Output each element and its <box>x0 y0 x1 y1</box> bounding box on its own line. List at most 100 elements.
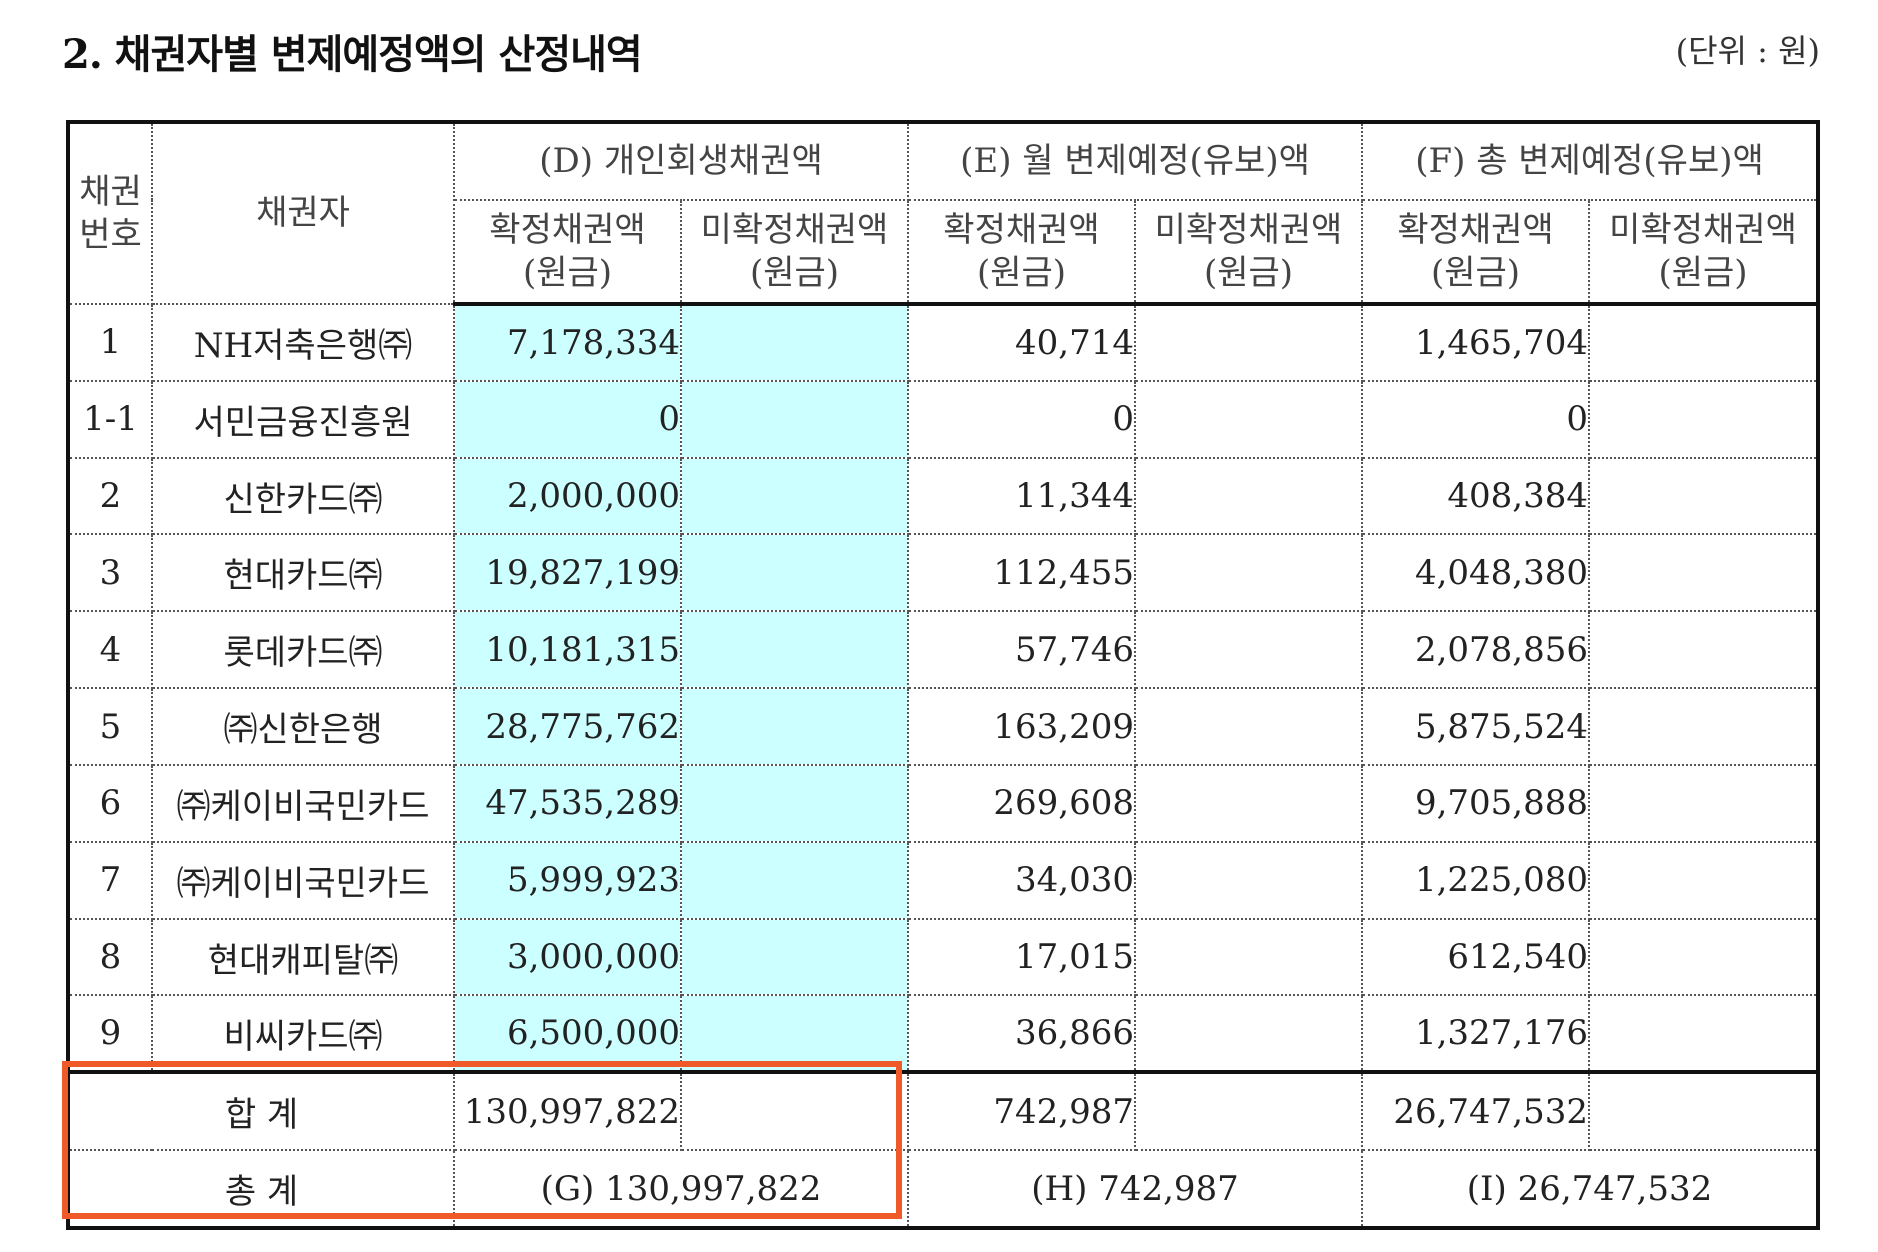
f-unconfirmed-amount <box>1588 456 1820 536</box>
header-creditor: 채권자 <box>151 121 455 305</box>
d-confirmed-amount: 2,000,000 <box>453 456 682 536</box>
d-unconfirmed-amount <box>680 533 909 613</box>
e-confirmed-amount: 17,015 <box>907 917 1136 997</box>
creditor-name: 신한카드㈜ <box>151 456 455 536</box>
header-group-e: (E) 월 변제예정(유보)액 <box>906 121 1364 201</box>
f-unconfirmed-amount <box>1588 687 1820 766</box>
header-group-d: (D) 개인회생채권액 <box>453 121 909 201</box>
sum-d-confirmed: 130,997,822 <box>453 1070 682 1152</box>
table-row: 8 현대캐피탈㈜ 3,000,000 17,015 612,540 <box>67 917 1820 997</box>
header-e-confirmed: 확정채권액 (원금) <box>907 199 1136 306</box>
d-unconfirmed-amount <box>680 303 909 382</box>
e-unconfirmed-amount <box>1133 917 1364 997</box>
f-confirmed-amount: 1,327,176 <box>1361 994 1591 1074</box>
e-confirmed-amount: 34,030 <box>907 840 1136 920</box>
total-row: 총 계 (G) 130,997,822 (H) 742,987 (I) 26,7… <box>67 1149 1820 1229</box>
creditor-name: ㈜케이비국민카드 <box>151 763 455 843</box>
f-confirmed-amount: 5,875,524 <box>1361 687 1591 766</box>
f-unconfirmed-amount <box>1588 917 1820 997</box>
header-e-unconfirmed: 미확정채권액 (원금) <box>1133 199 1364 306</box>
creditor-name: 롯데카드㈜ <box>151 610 455 690</box>
creditor-name: 비씨카드㈜ <box>151 994 455 1074</box>
f-unconfirmed-amount <box>1588 533 1820 613</box>
header-f-confirmed: 확정채권액 (원금) <box>1361 199 1591 306</box>
f-unconfirmed-amount <box>1588 379 1820 459</box>
d-unconfirmed-amount <box>680 994 909 1074</box>
e-unconfirmed-amount <box>1133 610 1364 690</box>
e-confirmed-amount: 0 <box>907 379 1136 459</box>
creditor-no: 2 <box>67 456 153 536</box>
table-row: 3 현대카드㈜ 19,827,199 112,455 4,048,380 <box>67 533 1820 613</box>
d-confirmed-amount: 47,535,289 <box>453 763 682 843</box>
table-row: 1-1 서민금융진흥원 0 0 0 <box>67 379 1820 459</box>
creditor-no: 7 <box>67 840 153 920</box>
d-confirmed-amount: 6,500,000 <box>453 994 682 1074</box>
header-d-unconfirmed: 미확정채권액 (원금) <box>680 199 909 306</box>
creditor-no: 1-1 <box>67 379 153 459</box>
d-confirmed-amount: 28,775,762 <box>453 687 682 766</box>
d-unconfirmed-amount <box>680 610 909 690</box>
creditor-name: 현대캐피탈㈜ <box>151 917 455 997</box>
total-g: (G) 130,997,822 <box>453 1149 909 1229</box>
creditor-name: NH저축은행㈜ <box>151 303 455 382</box>
creditor-no: 3 <box>67 533 153 613</box>
sum-d-unconfirmed <box>680 1070 909 1152</box>
header-group-f: (F) 총 변제예정(유보)액 <box>1361 121 1820 201</box>
f-unconfirmed-amount <box>1588 303 1820 382</box>
d-unconfirmed-amount <box>680 456 909 536</box>
d-confirmed-amount: 5,999,923 <box>453 840 682 920</box>
header-d-confirmed: 확정채권액 (원금) <box>453 199 682 306</box>
creditor-name: 현대카드㈜ <box>151 533 455 613</box>
creditor-no: 9 <box>67 994 153 1074</box>
e-unconfirmed-amount <box>1133 687 1364 766</box>
f-confirmed-amount: 4,048,380 <box>1361 533 1591 613</box>
f-unconfirmed-amount <box>1588 610 1820 690</box>
e-unconfirmed-amount <box>1133 763 1364 843</box>
table-row: 6 ㈜케이비국민카드 47,535,289 269,608 9,705,888 <box>67 763 1820 843</box>
f-confirmed-amount: 0 <box>1361 379 1591 459</box>
creditor-name: ㈜신한은행 <box>151 687 455 766</box>
creditor-no: 5 <box>67 687 153 766</box>
f-confirmed-amount: 2,078,856 <box>1361 610 1591 690</box>
f-confirmed-amount: 1,465,704 <box>1361 303 1591 382</box>
sum-e-unconfirmed <box>1133 1070 1364 1152</box>
d-confirmed-amount: 10,181,315 <box>453 610 682 690</box>
e-unconfirmed-amount <box>1133 303 1364 382</box>
creditor-name: 서민금융진흥원 <box>151 379 455 459</box>
e-confirmed-amount: 112,455 <box>907 533 1136 613</box>
f-unconfirmed-amount <box>1588 994 1820 1074</box>
f-unconfirmed-amount <box>1588 763 1820 843</box>
creditor-no: 4 <box>67 610 153 690</box>
table-row: 7 ㈜케이비국민카드 5,999,923 34,030 1,225,080 <box>67 840 1820 920</box>
d-confirmed-amount: 19,827,199 <box>453 533 682 613</box>
creditor-no: 6 <box>67 763 153 843</box>
sum-e-confirmed: 742,987 <box>907 1070 1136 1152</box>
f-confirmed-amount: 9,705,888 <box>1361 763 1591 843</box>
sum-row: 합 계 130,997,822 742,987 26,747,532 <box>67 1070 1820 1152</box>
table-row: 1 NH저축은행㈜ 7,178,334 40,714 1,465,704 <box>67 303 1820 382</box>
e-confirmed-amount: 163,209 <box>907 687 1136 766</box>
d-confirmed-amount: 7,178,334 <box>453 303 682 382</box>
f-confirmed-amount: 1,225,080 <box>1361 840 1591 920</box>
e-unconfirmed-amount <box>1133 994 1364 1074</box>
header-f-unconfirmed: 미확정채권액 (원금) <box>1588 199 1820 306</box>
e-confirmed-amount: 40,714 <box>907 303 1136 382</box>
d-confirmed-amount: 3,000,000 <box>453 917 682 997</box>
creditor-name: ㈜케이비국민카드 <box>151 840 455 920</box>
total-h: (H) 742,987 <box>906 1149 1364 1229</box>
e-unconfirmed-amount <box>1133 840 1364 920</box>
table-row: 9 비씨카드㈜ 6,500,000 36,866 1,327,176 <box>67 994 1820 1074</box>
f-unconfirmed-amount <box>1588 840 1820 920</box>
sum-f-confirmed: 26,747,532 <box>1361 1070 1591 1152</box>
d-unconfirmed-amount <box>680 379 909 459</box>
sum-f-unconfirmed <box>1588 1070 1820 1152</box>
sum-label: 합 계 <box>67 1070 455 1152</box>
unit-label: (단위 : 원) <box>1675 32 1820 70</box>
e-unconfirmed-amount <box>1133 533 1364 613</box>
e-unconfirmed-amount <box>1133 456 1364 536</box>
d-unconfirmed-amount <box>680 917 909 997</box>
creditor-repayment-table: 채권 번호 채권자 (D) 개인회생채권액 (E) 월 변제예정(유보)액 (F)… <box>66 120 1821 1230</box>
e-confirmed-amount: 36,866 <box>907 994 1136 1074</box>
total-i: (I) 26,747,532 <box>1361 1149 1820 1229</box>
table-row: 5 ㈜신한은행 28,775,762 163,209 5,875,524 <box>67 687 1820 766</box>
